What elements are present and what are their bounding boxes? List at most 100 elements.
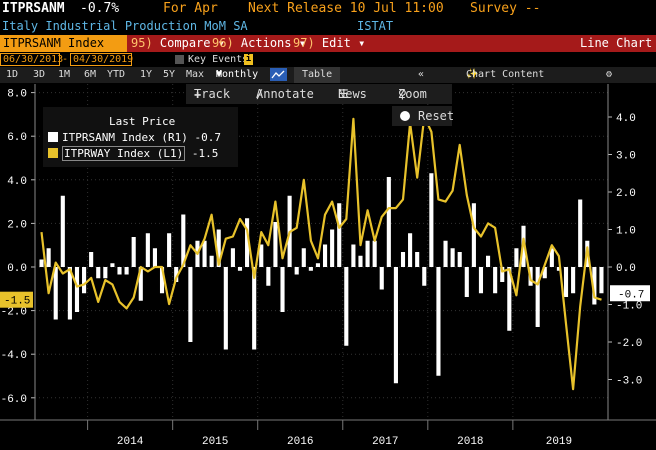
reset-label: Reset	[418, 109, 455, 123]
bar	[259, 244, 264, 267]
header-bar: ITPRSANM -0.7% For Apr Next Release 10 J…	[0, 0, 656, 18]
news-label: News	[338, 87, 367, 101]
legend-item-itprway[interactable]: ITPRWAY Index (L1) -1.5	[48, 146, 218, 161]
chart-type-label[interactable]: Line Chart	[580, 36, 653, 50]
bar	[493, 267, 498, 294]
info-icon[interactable]: i	[244, 54, 253, 65]
reset-button[interactable]: Reset	[392, 106, 455, 126]
period-1m[interactable]: 1M	[58, 69, 71, 80]
bar	[223, 267, 228, 350]
bar	[436, 267, 441, 376]
bar	[230, 248, 235, 267]
bar	[599, 267, 604, 294]
legend-item-itprsanm[interactable]: ITPRSANM Index (R1) -0.7	[48, 131, 221, 145]
bar	[188, 267, 193, 342]
last-value-right-box	[610, 285, 650, 302]
bar	[507, 267, 512, 331]
left-tick-label: -4.0	[1, 350, 27, 362]
date-range-bar: 06/30/2013 - 04/30/2019 Key Events i	[0, 53, 656, 66]
bar	[429, 173, 434, 267]
last-value-left-label: -1.5	[4, 296, 30, 308]
bar	[280, 267, 285, 312]
legend-swatch	[48, 148, 58, 158]
period-5y[interactable]: 5Y	[163, 69, 176, 80]
chevron-down-icon: ▾	[358, 36, 366, 50]
edit-button[interactable]: 97) Edit ▾	[293, 35, 365, 52]
bar	[330, 229, 335, 267]
left-tick-label: 8.0	[7, 89, 27, 101]
bar	[308, 267, 313, 271]
bar	[110, 263, 115, 267]
x-tick-label: 2019	[546, 436, 572, 448]
end-date-field[interactable]: 04/30/2019	[70, 53, 133, 66]
x-tick-label: 2014	[117, 436, 144, 448]
left-tick-label: 4.0	[7, 176, 27, 188]
bar	[273, 222, 278, 267]
bar	[209, 255, 214, 267]
bar	[181, 214, 186, 267]
annotate-label: Annotate	[256, 87, 314, 101]
reset-icon	[400, 111, 410, 121]
bar	[514, 248, 519, 267]
bar	[174, 267, 179, 282]
security-field[interactable]: ITPRSANM Index	[0, 35, 127, 52]
actions-label: Actions	[240, 36, 292, 50]
right-tick-label: -3.0	[616, 376, 642, 388]
track-label: Track	[194, 87, 231, 101]
actions-button[interactable]: 96) Actions ▾	[212, 35, 306, 52]
bar	[422, 267, 427, 286]
period-label: For Apr	[163, 1, 218, 16]
period-6m[interactable]: 6M	[84, 69, 97, 80]
period-1d[interactable]: 1D	[6, 69, 19, 80]
period-bar: 1D 3D 1M 6M YTD 1Y 5Y Max Monthly ▼ Tabl…	[0, 67, 656, 83]
bar	[542, 267, 547, 279]
period-ytd[interactable]: YTD	[107, 69, 126, 80]
crosshair-icon: ✚	[194, 87, 202, 101]
key-events-checkbox[interactable]	[175, 55, 184, 64]
gear-icon[interactable]: ⚙	[606, 69, 613, 80]
period-max[interactable]: Max	[186, 69, 205, 80]
x-tick-label: 2016	[287, 436, 313, 448]
start-date-field[interactable]: 06/30/2013	[0, 53, 63, 66]
collapse-icon[interactable]: «	[418, 69, 425, 80]
left-tick-label: -6.0	[1, 394, 27, 406]
period-3d[interactable]: 3D	[33, 69, 46, 80]
period-1y[interactable]: 1Y	[140, 69, 153, 80]
bar	[400, 252, 406, 267]
line-chart-icon[interactable]	[270, 68, 287, 81]
bar	[237, 267, 243, 271]
compare-button[interactable]: 95) Compare ▾	[131, 35, 225, 52]
bar	[549, 248, 554, 267]
bar	[358, 255, 363, 267]
right-tick-label: 2.0	[616, 188, 636, 200]
bar	[344, 267, 349, 346]
bar	[216, 229, 221, 267]
frequency-label: Monthly	[216, 69, 259, 80]
zoom-label: Zoom	[398, 87, 427, 101]
x-tick-label: 2015	[202, 436, 228, 448]
legend-value: -0.7	[194, 131, 221, 144]
survey: Survey --	[470, 1, 541, 16]
bar	[365, 240, 370, 267]
source-name: ISTAT	[357, 19, 394, 33]
date-separator: -	[62, 54, 69, 65]
bar	[592, 267, 597, 305]
bar	[578, 199, 583, 267]
bar	[103, 267, 108, 279]
right-tick-label: 4.0	[616, 113, 636, 125]
itprway-line	[40, 115, 602, 391]
table-button[interactable]: Table	[294, 67, 341, 83]
legend-label: ITPRSANM Index (R1)	[62, 131, 188, 144]
bar	[39, 259, 44, 267]
chevron-down-icon: ▾	[298, 36, 306, 50]
ticker[interactable]: ITPRSANM	[2, 1, 65, 16]
bar	[464, 267, 469, 297]
bar	[478, 267, 484, 294]
right-tick-label: 1.0	[616, 226, 636, 238]
left-tick-label: 6.0	[7, 132, 27, 144]
bar	[245, 218, 250, 267]
bar	[294, 267, 299, 275]
bar	[60, 195, 65, 267]
change-value: -0.7%	[80, 1, 120, 16]
chart-content-label: Chart Content	[466, 69, 545, 80]
